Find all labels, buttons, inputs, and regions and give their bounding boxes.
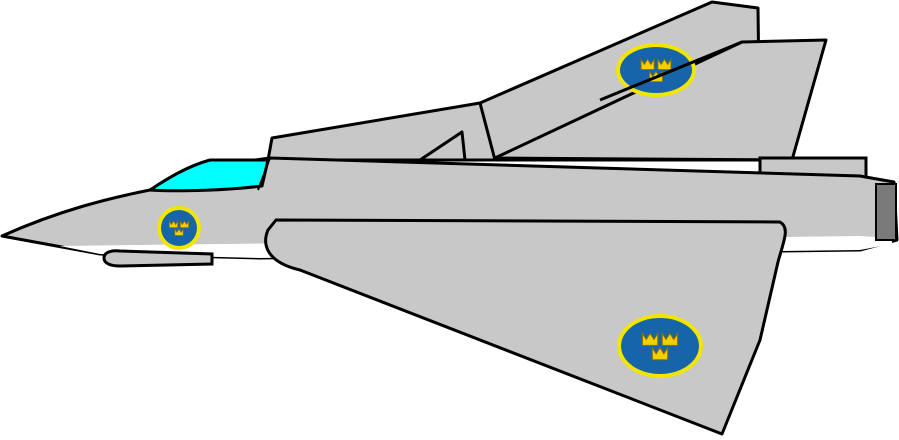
crown-icon xyxy=(661,331,679,346)
crown-icon xyxy=(174,227,184,236)
lower-wing-roundel xyxy=(617,314,703,378)
cockpit-canopy xyxy=(148,158,270,193)
canopy-frame xyxy=(257,157,271,191)
crown-icon xyxy=(641,331,659,346)
crown-icon xyxy=(657,57,672,70)
roundel-disc xyxy=(621,318,699,374)
roundel-disc xyxy=(620,47,692,93)
crown-icon xyxy=(168,219,179,229)
three-crowns-roundel-icon xyxy=(168,219,190,236)
fuselage-roundel xyxy=(157,206,201,250)
exhaust-nozzle xyxy=(875,183,897,241)
lower-delta-wing xyxy=(264,218,787,436)
under-pod xyxy=(102,249,214,268)
crown-icon xyxy=(179,219,190,229)
crown-icon xyxy=(651,345,669,361)
dorsal-fin xyxy=(418,130,467,162)
upper-wing-near-edge xyxy=(599,40,743,102)
roundel-disc xyxy=(161,210,197,246)
upper-wing-roundel xyxy=(616,43,696,97)
crown-icon xyxy=(640,57,655,70)
three-crowns-roundel-icon xyxy=(641,331,679,361)
